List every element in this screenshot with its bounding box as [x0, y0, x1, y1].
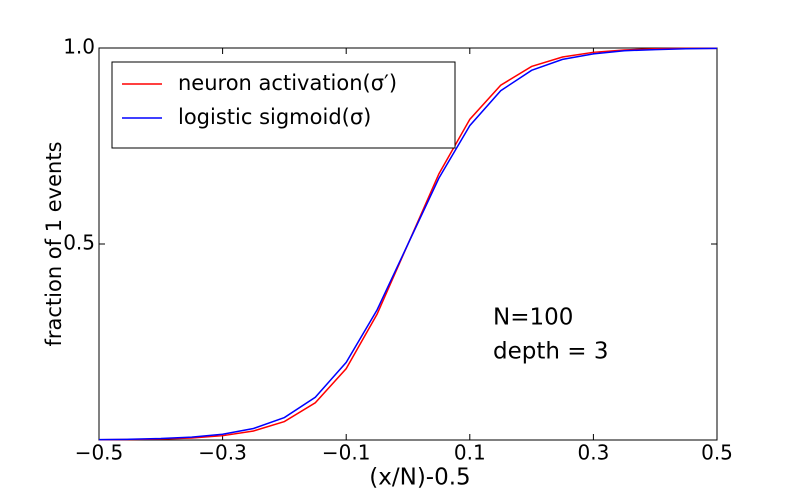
- legend-box: [111, 61, 456, 149]
- x-tick-label: −0.3: [198, 441, 247, 465]
- y-tick-label: 1.0: [63, 35, 95, 59]
- x-tick-label: −0.1: [322, 441, 371, 465]
- series-line: [98, 47, 718, 441]
- x-tick-label: −0.5: [75, 441, 124, 465]
- y-axis-label: fraction of 1 events: [42, 141, 66, 346]
- x-axis-label: (x/N)-0.5: [369, 465, 470, 491]
- legend-label: neuron activation(σ′): [178, 71, 397, 95]
- y-tick-label: 0.5: [63, 231, 95, 255]
- legend-label: logistic sigmoid(σ): [178, 105, 371, 129]
- x-tick-label: 0.5: [701, 441, 733, 465]
- annotation: N=100: [493, 305, 573, 331]
- annotation: depth = 3: [493, 339, 608, 365]
- x-tick-label: 0.1: [454, 441, 486, 465]
- x-tick-label: 0.3: [577, 441, 609, 465]
